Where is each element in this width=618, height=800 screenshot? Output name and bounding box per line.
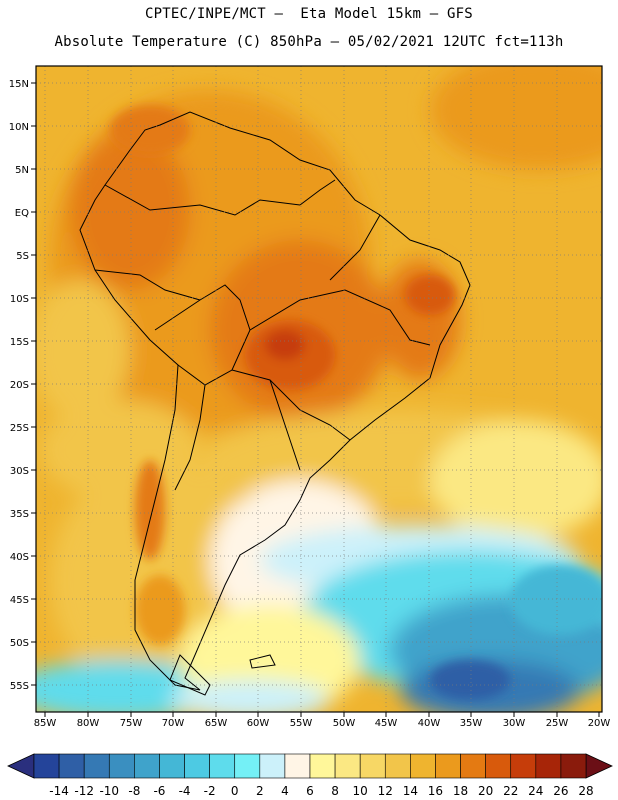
latitude-labels: 15N 10N 5N EQ 5S 10S 15S 20S 25S 30S 35S… [9,79,29,692]
lat-label: 35S [10,509,29,520]
legend-color-bin [510,753,537,779]
coastlines [79,111,471,696]
legend-color-bin [159,753,185,779]
legend-label: 26 [553,784,568,798]
legend-label: -6 [153,784,165,798]
lon-label: 50W [333,718,356,729]
lat-label: 20S [10,380,29,391]
legend-color-bin [58,753,85,779]
legend-color-bin [259,753,286,779]
lat-label: 5S [16,251,29,262]
map-frame [35,65,603,713]
legend-color-bin [384,753,411,779]
legend-label: 14 [403,784,418,798]
legend-label: -4 [179,784,191,798]
lon-label: 75W [120,718,143,729]
lon-label: 55W [290,718,313,729]
legend-color-bin [209,753,236,779]
legend-color-bin [560,753,587,779]
legend-under-arrow [7,753,35,779]
lon-label: 45W [375,718,398,729]
lat-label: EQ [15,208,29,219]
lat-label: 40S [10,552,29,563]
legend-color-bin [134,753,160,779]
lon-label: 40W [418,718,441,729]
lat-label: 10N [9,122,29,133]
legend-color-bin [108,753,135,779]
legend-label: -2 [204,784,216,798]
legend-color-bin [410,753,436,779]
lon-label: 85W [34,718,57,729]
longitude-labels: 85W 80W 75W 70W 65W 60W 55W 50W 45W 40W … [34,718,611,729]
legend-label: 4 [281,784,289,798]
legend-label: 8 [331,784,339,798]
lat-label: 15N [9,79,29,90]
legend-label: 28 [578,784,593,798]
legend-label: -8 [128,784,140,798]
legend-over-arrow [585,753,613,779]
legend-label: -14 [49,784,69,798]
legend-label: 2 [256,784,264,798]
legend-color-bin [359,753,386,779]
legend-color-bin [460,753,486,779]
temperature-field [36,66,602,712]
legend-label: 0 [231,784,239,798]
map-title-line-2: Absolute Temperature (C) 850hPa – 05/02/… [54,34,564,50]
lon-label: 65W [205,718,228,729]
lon-label: 25W [546,718,569,729]
legend-label: 12 [378,784,393,798]
axis-ticks [31,82,600,717]
lon-label: 80W [77,718,100,729]
legend-color-bin [33,753,60,779]
legend-color-bin [334,753,361,779]
lat-label: 25S [10,423,29,434]
legend-color-bin [184,753,210,779]
lat-label: 5N [15,165,29,176]
legend-color-bin [83,753,110,779]
lat-label: 55S [10,681,29,692]
lon-label: 30W [503,718,526,729]
legend-label: 10 [353,784,368,798]
legend-color-bin [535,753,562,779]
lat-label: 15S [10,337,29,348]
legend-color-bin [234,753,261,779]
legend-label: 6 [306,784,314,798]
lat-label: 50S [10,638,29,649]
legend-color-bin [309,753,336,779]
lon-label: 35W [460,718,483,729]
lon-label: 60W [247,718,270,729]
legend-label: 20 [478,784,493,798]
legend-label: -12 [74,784,94,798]
color-legend: -14 -12 -10 -8 -6 -4 -2 0 2 4 6 8 10 12 14 16 18 20 22 24 26… [7,753,613,798]
legend-label: 18 [453,784,468,798]
lon-label: 20W [588,718,611,729]
legend-label: -10 [99,784,119,798]
legend-color-bin [284,753,311,779]
lat-label: 10S [10,294,29,305]
legend-color-bin [485,753,512,779]
map-title-line-1: CPTEC/INPE/MCT – Eta Model 15km – GFS [145,6,473,22]
legend-label: 22 [503,784,518,798]
lon-label: 70W [162,718,185,729]
legend-label: 24 [528,784,543,798]
legend-label: 16 [428,784,443,798]
lat-label: 30S [10,466,29,477]
legend-color-bin [435,753,461,779]
lat-label: 45S [10,595,29,606]
